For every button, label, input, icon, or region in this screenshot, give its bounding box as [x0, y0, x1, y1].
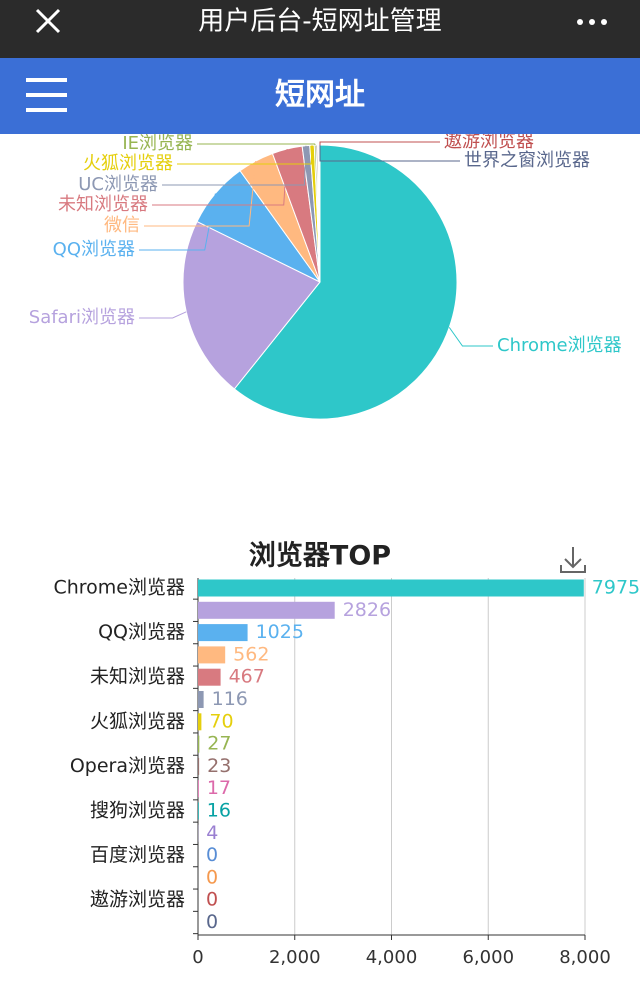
- y-tick-label: 搜狗浏览器: [90, 800, 185, 822]
- y-tick-label: 百度浏览器: [90, 844, 185, 866]
- value-label: 116: [212, 688, 248, 710]
- y-tick-label: Opera浏览器: [70, 755, 185, 777]
- chart-title: 浏览器TOP: [249, 540, 391, 572]
- value-label: 70: [209, 710, 233, 732]
- bar: [198, 579, 584, 597]
- pie-label: QQ浏览器: [53, 239, 135, 260]
- pie-slice: [182, 220, 321, 390]
- pie-label: Safari浏览器: [29, 307, 135, 328]
- value-label: 0: [206, 844, 218, 866]
- pie-label: UC浏览器: [78, 174, 158, 195]
- bar: [198, 780, 199, 798]
- leader-line: [319, 145, 460, 162]
- more-button[interactable]: [577, 19, 607, 25]
- bar: [198, 735, 200, 753]
- x-tick-label: 6,000: [462, 947, 514, 968]
- x-tick-label: 4,000: [366, 947, 418, 968]
- nav-bar: [0, 58, 640, 134]
- pie-label: Chrome浏览器: [497, 335, 622, 356]
- bar: [198, 691, 204, 708]
- leader-line: [162, 145, 307, 186]
- bar: [198, 601, 335, 619]
- value-label: 2826: [343, 599, 391, 621]
- value-label: 0: [206, 911, 218, 933]
- value-label: 0: [206, 866, 218, 888]
- leader-line: [319, 141, 440, 145]
- value-label: 16: [207, 800, 231, 822]
- y-tick-label: 火狐浏览器: [90, 710, 185, 732]
- pie-slice: [233, 144, 458, 420]
- y-tick-label: Chrome浏览器: [53, 577, 185, 599]
- y-tick-label: 遨游浏览器: [90, 889, 185, 911]
- close-button[interactable]: [35, 8, 61, 34]
- y-tick-label: 未知浏览器: [90, 666, 185, 688]
- download-icon[interactable]: [560, 547, 586, 573]
- bar: [198, 668, 221, 686]
- leader-line: [139, 311, 187, 319]
- bar: [198, 802, 199, 820]
- bar: [198, 713, 202, 731]
- value-label: 27: [207, 733, 231, 755]
- bar: [198, 757, 200, 775]
- top-bar: [0, 0, 640, 58]
- leader-line: [448, 327, 493, 347]
- x-tick-label: 8,000: [559, 947, 611, 968]
- bar: [198, 624, 248, 642]
- pie-label: 世界之窗浏览器: [464, 150, 590, 171]
- menu-button[interactable]: [26, 78, 67, 112]
- value-label: 17: [207, 777, 231, 799]
- page-title: 用户后台-短网址管理: [198, 7, 441, 37]
- value-label: 562: [233, 643, 269, 665]
- bar: [198, 646, 226, 664]
- value-label: 23: [207, 755, 231, 777]
- pie-label: 遨游浏览器: [444, 131, 534, 152]
- x-tick-label: 0: [192, 947, 203, 968]
- leader-line: [177, 145, 313, 165]
- leader-line: [139, 193, 216, 251]
- pie-label: 微信: [104, 215, 140, 236]
- value-label: 0: [206, 889, 218, 911]
- leader-line: [197, 143, 316, 146]
- pie-label: 未知浏览器: [58, 194, 148, 215]
- y-tick-label: QQ浏览器: [98, 621, 185, 643]
- value-label: 4: [206, 822, 218, 844]
- nav-title: 短网址: [275, 78, 365, 113]
- content: Chrome浏览器Safari浏览器QQ浏览器微信未知浏览器UC浏览器火狐浏览器…: [29, 131, 640, 968]
- value-label: 7975: [592, 577, 640, 599]
- pie-label: 火狐浏览器: [83, 153, 173, 174]
- value-label: 467: [229, 666, 265, 688]
- pie-label: IE浏览器: [122, 133, 193, 154]
- value-label: 1025: [256, 621, 304, 643]
- x-tick-label: 2,000: [269, 947, 321, 968]
- leader-line: [152, 148, 288, 206]
- leader-line: [144, 160, 257, 227]
